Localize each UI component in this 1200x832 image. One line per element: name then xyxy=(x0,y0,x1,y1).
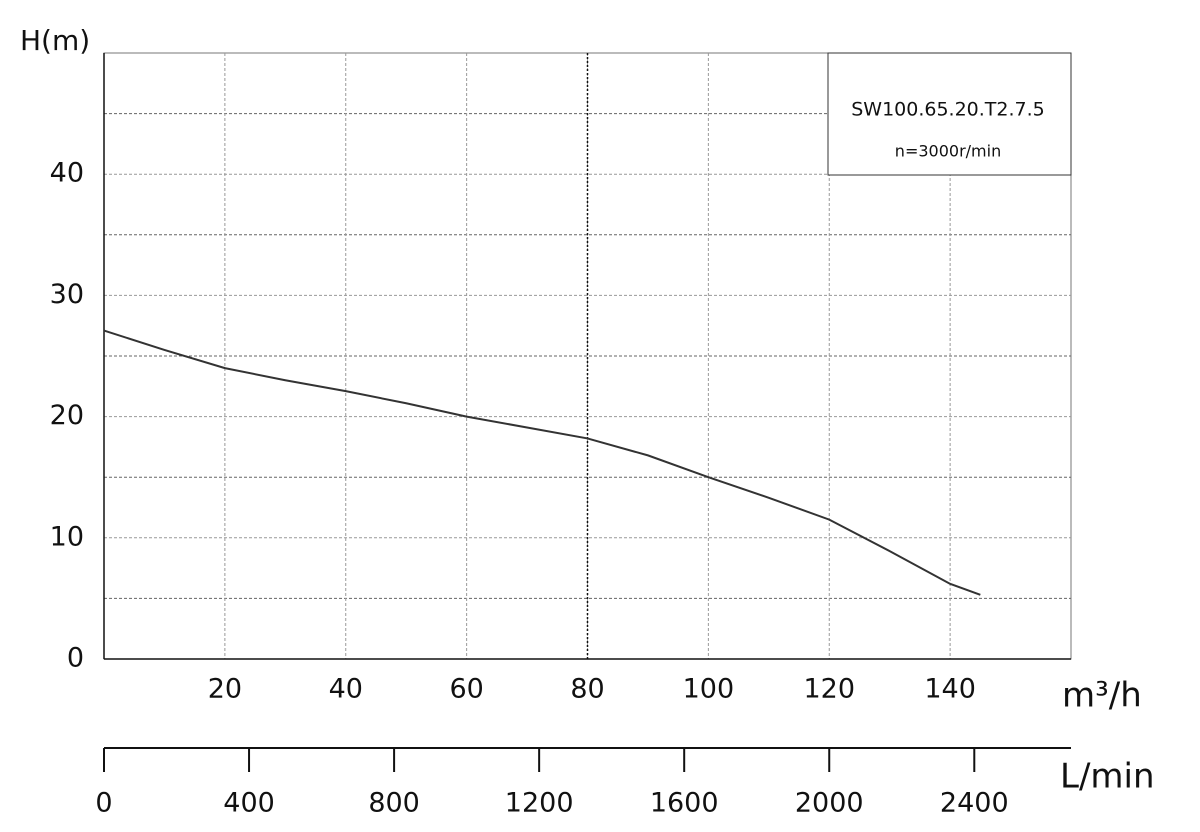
y-axis-label: H(m) xyxy=(20,24,90,57)
x2-tick-label: 0 xyxy=(95,788,112,819)
x2-tick-label: 1600 xyxy=(650,788,719,819)
y-tick-label: 0 xyxy=(67,643,84,674)
x2-tick-label: 2000 xyxy=(795,788,864,819)
x2-tick-label: 400 xyxy=(223,788,275,819)
model-label: SW100.65.20.T2.7.5 xyxy=(851,99,1045,121)
y-tick-label: 40 xyxy=(50,158,84,189)
x-tick-label: 140 xyxy=(924,674,976,705)
x-tick-label: 20 xyxy=(208,674,242,705)
x-tick-label: 100 xyxy=(683,674,735,705)
y-tick-label: 30 xyxy=(50,279,84,310)
speed-label: n=3000r/min xyxy=(895,142,1001,161)
x2-axis-label: L/min xyxy=(1060,757,1155,797)
curve xyxy=(103,329,981,596)
x2-tick-label: 800 xyxy=(368,788,420,819)
y-tick-label: 10 xyxy=(50,521,84,552)
x-tick-label: 120 xyxy=(803,674,855,705)
x-axis-label: m³/h xyxy=(1062,676,1142,716)
y-tick-label: 20 xyxy=(50,400,84,431)
x-tick-label: 80 xyxy=(570,674,604,705)
x2-tick-label: 2400 xyxy=(940,788,1009,819)
x-tick-label: 40 xyxy=(329,674,363,705)
x2-tick-label: 1200 xyxy=(505,788,574,819)
x-tick-label: 60 xyxy=(449,674,483,705)
legend-box xyxy=(827,52,1072,176)
